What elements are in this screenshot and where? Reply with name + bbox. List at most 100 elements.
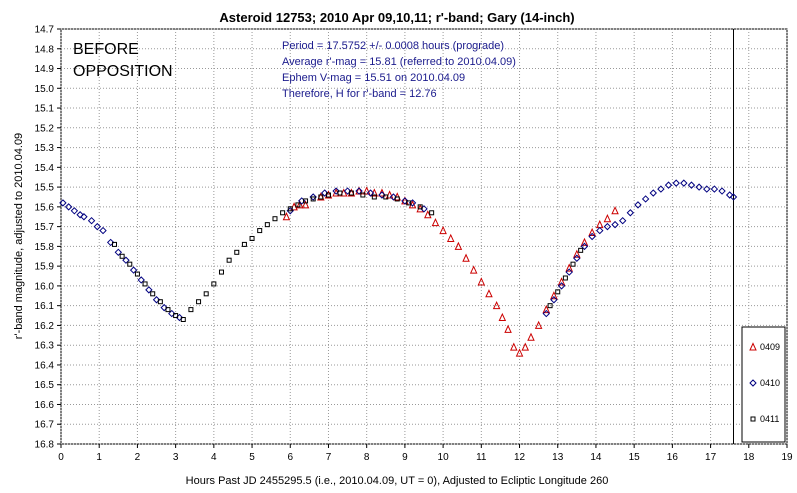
legend: 0409 0410 0411	[741, 326, 786, 443]
data-point-0410	[378, 191, 386, 199]
data-point-0411	[157, 299, 163, 305]
y-tick-label: 16.0	[35, 281, 55, 292]
data-point-0411	[570, 261, 576, 267]
data-point-0410	[626, 209, 635, 217]
data-point-0409	[510, 342, 518, 351]
data-point-0410	[59, 199, 67, 207]
y-tick-label: 15.7	[35, 222, 55, 233]
y-tick-label: 15.0	[35, 84, 55, 95]
data-point-0411	[180, 317, 186, 322]
data-point-0411	[555, 289, 561, 295]
y-tick-label: 15.9	[35, 262, 55, 273]
data-point-0410	[618, 216, 627, 225]
opposition-note-line2: OPPOSITION	[73, 63, 173, 80]
data-point-0410	[657, 185, 665, 193]
x-tick-label: 0	[58, 452, 64, 463]
y-tick-label: 15.6	[35, 202, 55, 213]
y-tick-label: 16.1	[35, 301, 55, 312]
x-tick-label: 18	[743, 452, 755, 463]
y-tick-label: 15.8	[35, 242, 55, 253]
data-point-0410	[76, 211, 84, 219]
x-tick-label: 1	[96, 452, 102, 463]
data-point-0411	[211, 281, 217, 287]
data-point-0411	[226, 257, 232, 263]
data-point-0410	[114, 248, 123, 257]
y-tick-label: 16.2	[35, 321, 55, 332]
data-point-0409	[557, 277, 566, 286]
data-point-0411	[417, 204, 423, 210]
x-tick-label: 3	[173, 452, 179, 463]
data-point-0410	[93, 222, 102, 231]
data-point-0410	[718, 187, 726, 195]
y-tick-label: 14.8	[35, 44, 55, 55]
data-point-0411	[165, 307, 171, 313]
data-point-0410	[664, 181, 673, 189]
series-0410	[59, 179, 738, 322]
y-tick-label: 16.7	[35, 420, 55, 431]
data-point-0409	[492, 300, 501, 310]
plot-area	[60, 28, 788, 445]
data-point-0410	[137, 276, 145, 284]
data-point-0411	[264, 222, 270, 228]
x-tick-label: 10	[438, 452, 450, 463]
data-point-0410	[580, 242, 589, 251]
data-point-0409	[504, 324, 512, 333]
data-point-0410	[680, 179, 688, 187]
x-tick-label: 9	[402, 452, 408, 463]
data-point-0409	[378, 188, 386, 197]
data-point-0411	[218, 269, 224, 275]
data-point-0411	[280, 210, 286, 216]
data-point-0409	[477, 277, 486, 286]
y-axis-ticks: 14.7 14.8 14.9 15.0 15.1 15.2 15.3 15.4 15.5 15.6…	[35, 25, 61, 451]
y-tick-label: 15.3	[35, 143, 55, 154]
x-axis-ticks: 0 1 2 3 4 5 6 7 8 9 10 11 12 13 14 15 16 17 18 19	[58, 444, 793, 463]
data-point-0410	[695, 183, 703, 191]
data-point-0409	[515, 348, 524, 357]
data-point-0411	[310, 196, 316, 202]
x-axis-label: Hours Past JD 2455295.5 (i.e., 2010.04.0…	[186, 475, 609, 487]
series-0411	[111, 190, 584, 322]
data-point-0409	[469, 265, 478, 274]
y-tick-label: 16.5	[35, 380, 55, 391]
legend-box	[741, 326, 786, 443]
x-tick-label: 2	[135, 452, 141, 463]
data-point-0410	[725, 191, 734, 199]
y-tick-label: 15.4	[35, 163, 55, 174]
x-tick-label: 13	[552, 452, 564, 463]
plot-background	[60, 28, 788, 445]
legend-marker-0410	[749, 379, 757, 387]
data-point-0409	[603, 214, 612, 223]
data-point-0410	[80, 213, 88, 221]
data-point-0411	[142, 281, 148, 287]
y-tick-label: 16.3	[35, 341, 55, 352]
legend-label-0411: 0411	[760, 414, 779, 424]
data-point-0410	[542, 309, 550, 318]
y-tick-label: 14.7	[35, 25, 55, 36]
data-point-0411	[295, 202, 301, 208]
legend-label-0409: 0409	[760, 342, 780, 352]
data-point-0410	[687, 181, 696, 189]
x-tick-label: 15	[629, 452, 641, 463]
data-point-0409	[542, 304, 551, 314]
data-point-0409	[454, 241, 463, 250]
data-point-0410	[320, 189, 329, 197]
y-tick-label: 16.4	[35, 360, 55, 371]
data-point-0411	[371, 194, 377, 200]
data-point-0411	[562, 275, 568, 281]
data-point-0410	[355, 187, 363, 195]
chart-title: Asteroid 12753; 2010 Apr 09,10,11; r'-ba…	[219, 10, 574, 25]
data-point-0409	[534, 320, 543, 329]
data-point-0411	[383, 194, 389, 200]
data-point-0411	[249, 235, 255, 241]
info-ephem-mag: Ephem V-mag = 15.51 on 2010.04.09	[282, 72, 465, 84]
data-point-0410	[366, 189, 375, 197]
data-point-0411	[127, 261, 133, 267]
data-point-0409	[588, 227, 596, 237]
data-point-0411	[257, 228, 263, 234]
x-tick-label: 17	[705, 452, 717, 463]
data-point-0410	[565, 268, 573, 276]
y-tick-label: 16.8	[35, 440, 55, 451]
x-tick-label: 14	[590, 452, 602, 463]
data-point-0409	[565, 263, 573, 272]
